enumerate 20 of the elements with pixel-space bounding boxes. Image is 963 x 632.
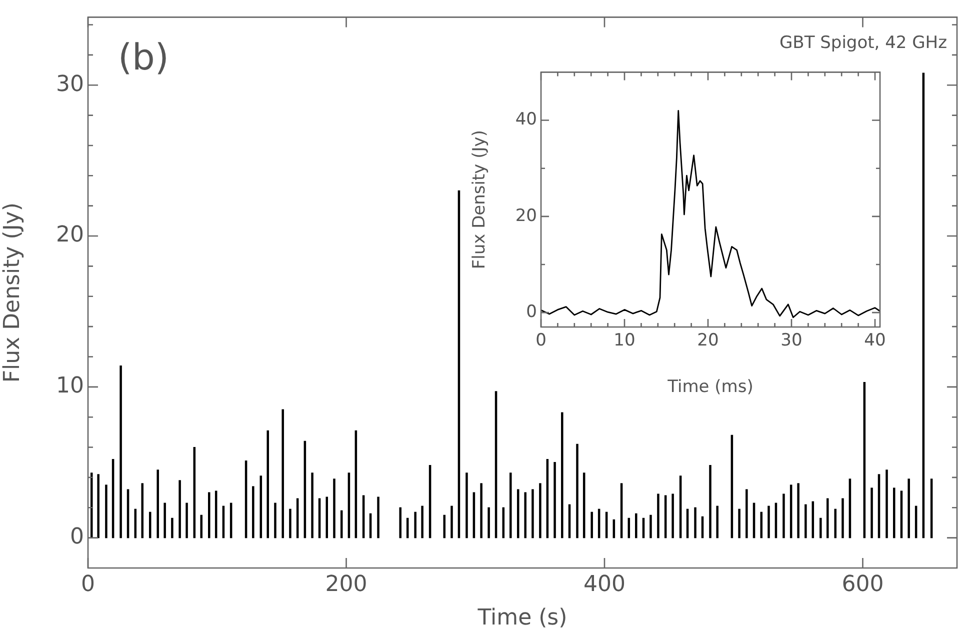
y-tick-label: 20 bbox=[56, 222, 84, 248]
x-tick-label: 600 bbox=[842, 572, 884, 597]
y-axis-title: Flux Density (Jy) bbox=[0, 202, 25, 383]
y-tick-label: 30 bbox=[56, 72, 84, 97]
annotation: GBT Spigot, 42 GHz bbox=[779, 33, 948, 54]
x-tick-label: 20 bbox=[697, 330, 719, 351]
y-tick-label: 0 bbox=[526, 302, 537, 322]
y-tick-label: 10 bbox=[56, 374, 84, 399]
x-axis-title: Time (ms) bbox=[666, 377, 754, 398]
y-axis-title: Flux Density (Jy) bbox=[470, 130, 490, 270]
x-tick-label: 200 bbox=[325, 572, 368, 597]
y-tick-label: 40 bbox=[515, 110, 537, 130]
x-tick-label: 400 bbox=[583, 572, 626, 597]
x-axis-title: Time (s) bbox=[476, 606, 568, 631]
x-tick-label: 10 bbox=[614, 330, 636, 351]
y-tick-label: 20 bbox=[515, 206, 537, 226]
x-tick-label: 30 bbox=[780, 330, 802, 351]
y-tick-label: 0 bbox=[70, 524, 84, 550]
x-tick-label: 40 bbox=[864, 330, 886, 351]
annotation: (b) bbox=[118, 38, 169, 79]
